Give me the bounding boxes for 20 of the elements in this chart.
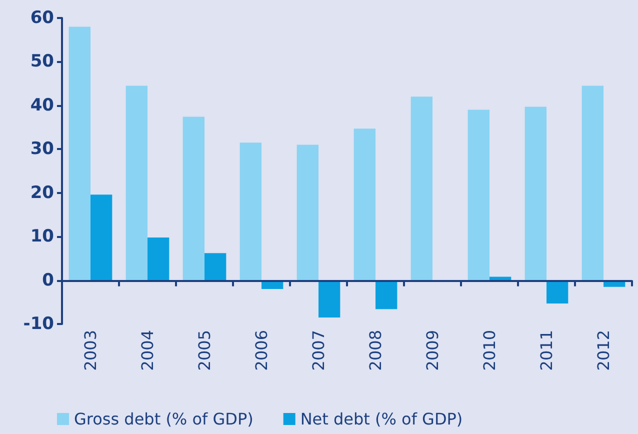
y-tick-label: 60 [30, 8, 54, 28]
x-tick-label: 2004 [138, 330, 157, 371]
x-tick-label: 2003 [81, 330, 100, 371]
x-tick-label: 2009 [423, 330, 442, 371]
x-tick-label: 2012 [594, 330, 613, 371]
x-tick-label: 2006 [252, 330, 271, 371]
legend-label: Gross debt (% of GDP) [74, 410, 254, 428]
x-tick-label: 2005 [195, 330, 214, 371]
x-tick-label: 2007 [309, 330, 328, 371]
legend-label: Net debt (% of GDP) [300, 410, 463, 428]
x-tick-label: 2010 [480, 330, 499, 371]
y-tick-label: 0 [42, 270, 54, 290]
y-tick-label: 50 [30, 52, 54, 72]
y-tick-label: 30 [30, 139, 54, 160]
y-tick-label: 10 [30, 226, 54, 247]
y-tick-label: -10 [23, 314, 54, 334]
y-tick-label: 40 [30, 95, 54, 116]
x-tick-label: 2008 [366, 330, 385, 371]
x-tick-label: 2011 [537, 330, 556, 371]
y-tick-label: 20 [30, 182, 54, 203]
